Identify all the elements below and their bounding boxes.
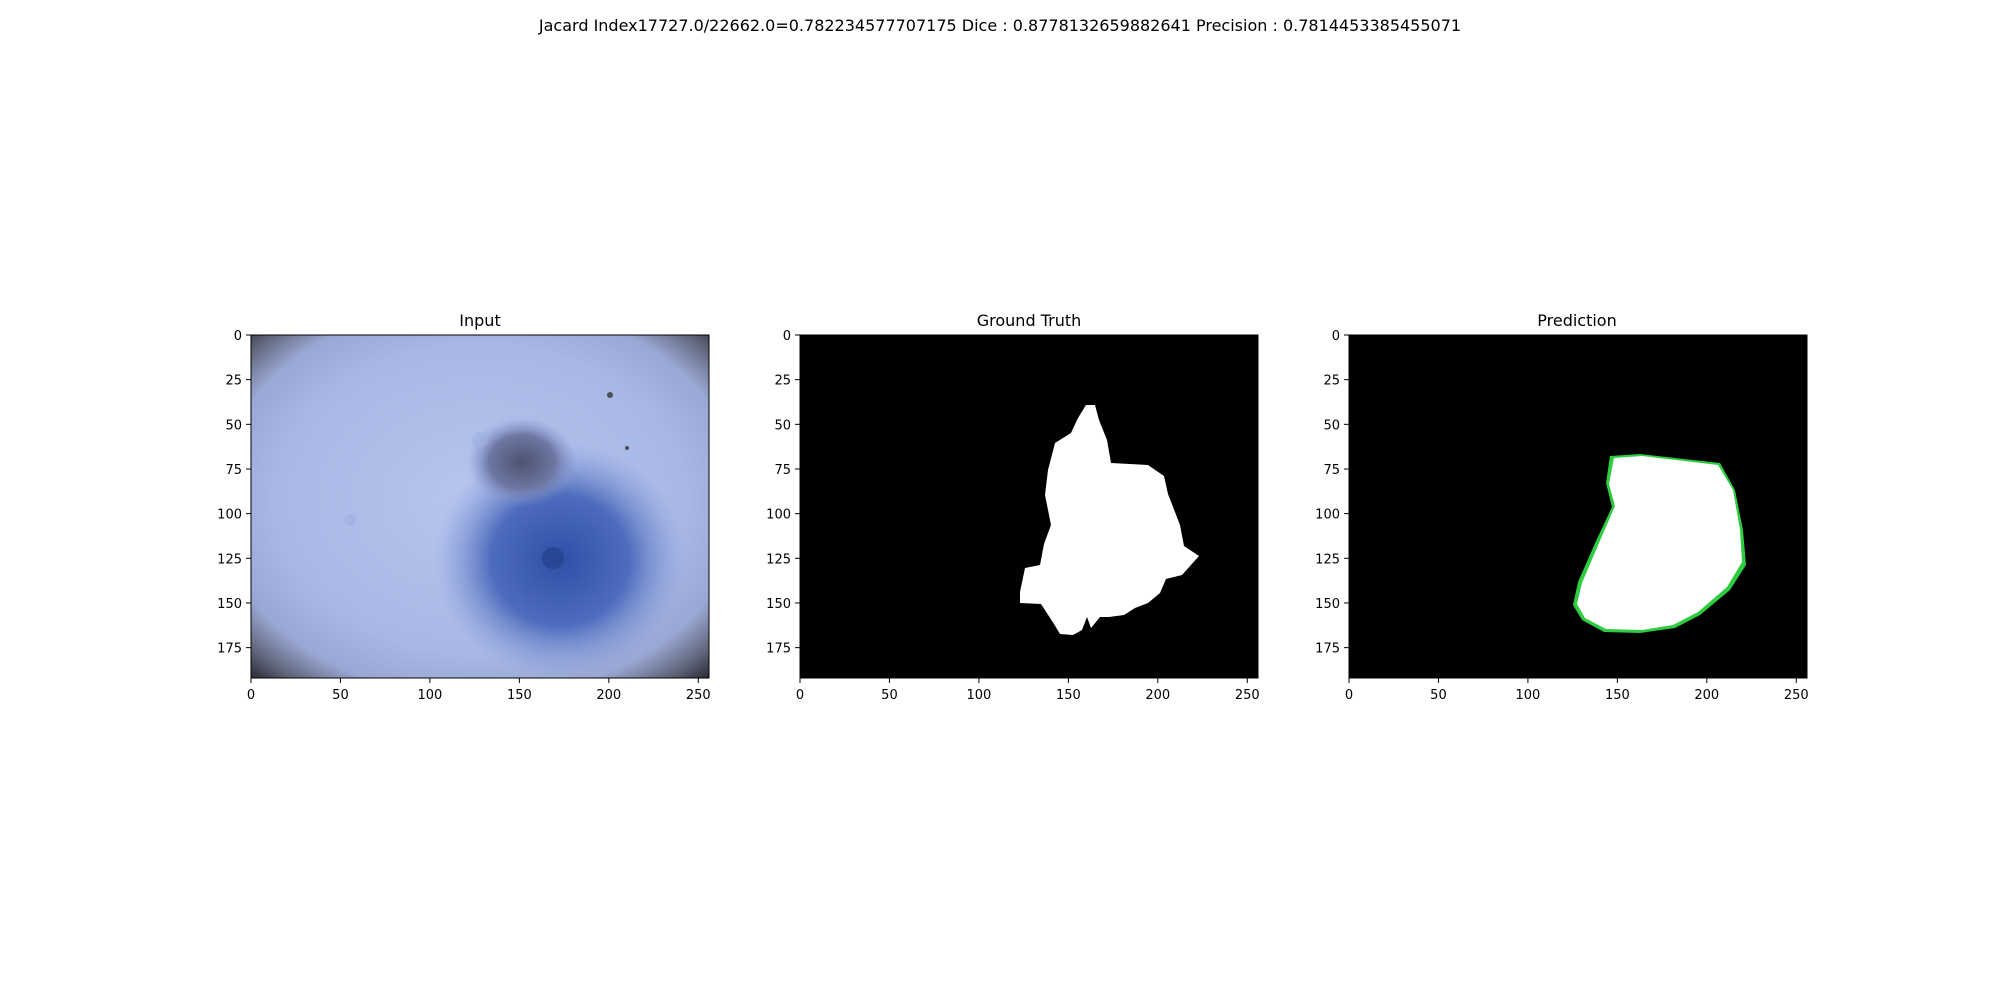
prediction-x-tick-label: 150 — [1605, 688, 1630, 703]
input-y-tick-label: 75 — [225, 463, 242, 478]
input-y-tick-label: 25 — [225, 374, 242, 389]
input-x-tick-label: 50 — [332, 688, 349, 703]
ground-truth-x-tick-label: 100 — [966, 688, 991, 703]
input-x-ticks: 0 50 100 150 200 250 — [247, 678, 711, 703]
input-x-tick-label: 200 — [596, 688, 621, 703]
ground-truth-mask-background — [800, 335, 1258, 678]
ground-truth-mask-region — [1020, 405, 1199, 635]
prediction-y-tick-label: 50 — [1323, 418, 1340, 433]
ground-truth-y-tick-label: 25 — [774, 374, 791, 389]
ground-truth-y-tick-label: 50 — [774, 418, 791, 433]
panel-title-ground-truth: Ground Truth — [977, 311, 1082, 330]
input-y-tick-label: 150 — [217, 597, 242, 612]
input-y-tick-label: 50 — [225, 418, 242, 433]
figure-suptitle: Jacard Index17727.0/22662.0=0.7822345777… — [538, 16, 1461, 35]
prediction-y-tick-label: 25 — [1323, 374, 1340, 389]
input-y-ticks: 0 25 50 75 100 125 150 175 — [217, 329, 251, 657]
ground-truth-x-tick-label: 200 — [1145, 688, 1170, 703]
prediction-x-ticks: 0 50 100 150 200 250 — [1345, 678, 1809, 703]
prediction-x-tick-label: 200 — [1694, 688, 1719, 703]
input-y-tick-label: 100 — [217, 508, 242, 523]
input-x-tick-label: 100 — [417, 688, 442, 703]
ground-truth-y-tick-label: 150 — [766, 597, 791, 612]
ground-truth-x-tick-label: 250 — [1235, 688, 1260, 703]
prediction-y-tick-label: 125 — [1315, 552, 1340, 567]
prediction-y-tick-label: 150 — [1315, 597, 1340, 612]
panel-ground-truth: Ground Truth 0 50 100 150 200 250 0 25 50 75 100 1… — [766, 311, 1260, 703]
panel-title-prediction: Prediction — [1537, 311, 1616, 330]
ground-truth-x-tick-label: 0 — [796, 688, 804, 703]
prediction-x-tick-label: 100 — [1515, 688, 1540, 703]
panel-prediction: Prediction 0 50 100 150 200 250 0 25 50 75 100 125… — [1315, 311, 1809, 703]
ground-truth-y-tick-label: 175 — [766, 642, 791, 657]
panel-input: Input 0 50 100 150 200 250 0 25 50 75 100 125 150 17… — [217, 311, 711, 703]
ground-truth-y-tick-label: 100 — [766, 508, 791, 523]
ground-truth-x-tick-label: 50 — [881, 688, 898, 703]
ground-truth-y-tick-label: 75 — [774, 463, 791, 478]
prediction-y-tick-label: 175 — [1315, 642, 1340, 657]
prediction-x-tick-label: 0 — [1345, 688, 1353, 703]
input-y-tick-label: 175 — [217, 642, 242, 657]
prediction-x-tick-label: 50 — [1430, 688, 1447, 703]
input-image — [251, 335, 709, 678]
input-x-tick-label: 150 — [507, 688, 532, 703]
prediction-x-tick-label: 250 — [1784, 688, 1809, 703]
input-y-tick-label: 0 — [234, 329, 242, 344]
ground-truth-x-tick-label: 150 — [1056, 688, 1081, 703]
prediction-y-tick-label: 75 — [1323, 463, 1340, 478]
input-x-tick-label: 250 — [686, 688, 711, 703]
prediction-mask-region — [1577, 456, 1742, 630]
input-y-tick-label: 125 — [217, 552, 242, 567]
prediction-y-ticks: 0 25 50 75 100 125 150 175 — [1315, 329, 1349, 657]
input-x-tick-label: 0 — [247, 688, 255, 703]
prediction-y-tick-label: 0 — [1332, 329, 1340, 344]
panel-title-input: Input — [459, 311, 500, 330]
ground-truth-x-ticks: 0 50 100 150 200 250 — [796, 678, 1260, 703]
ground-truth-y-ticks: 0 25 50 75 100 125 150 175 — [766, 329, 800, 657]
ground-truth-y-tick-label: 125 — [766, 552, 791, 567]
ground-truth-y-tick-label: 0 — [783, 329, 791, 344]
prediction-mask-background — [1349, 335, 1807, 678]
prediction-y-tick-label: 100 — [1315, 508, 1340, 523]
